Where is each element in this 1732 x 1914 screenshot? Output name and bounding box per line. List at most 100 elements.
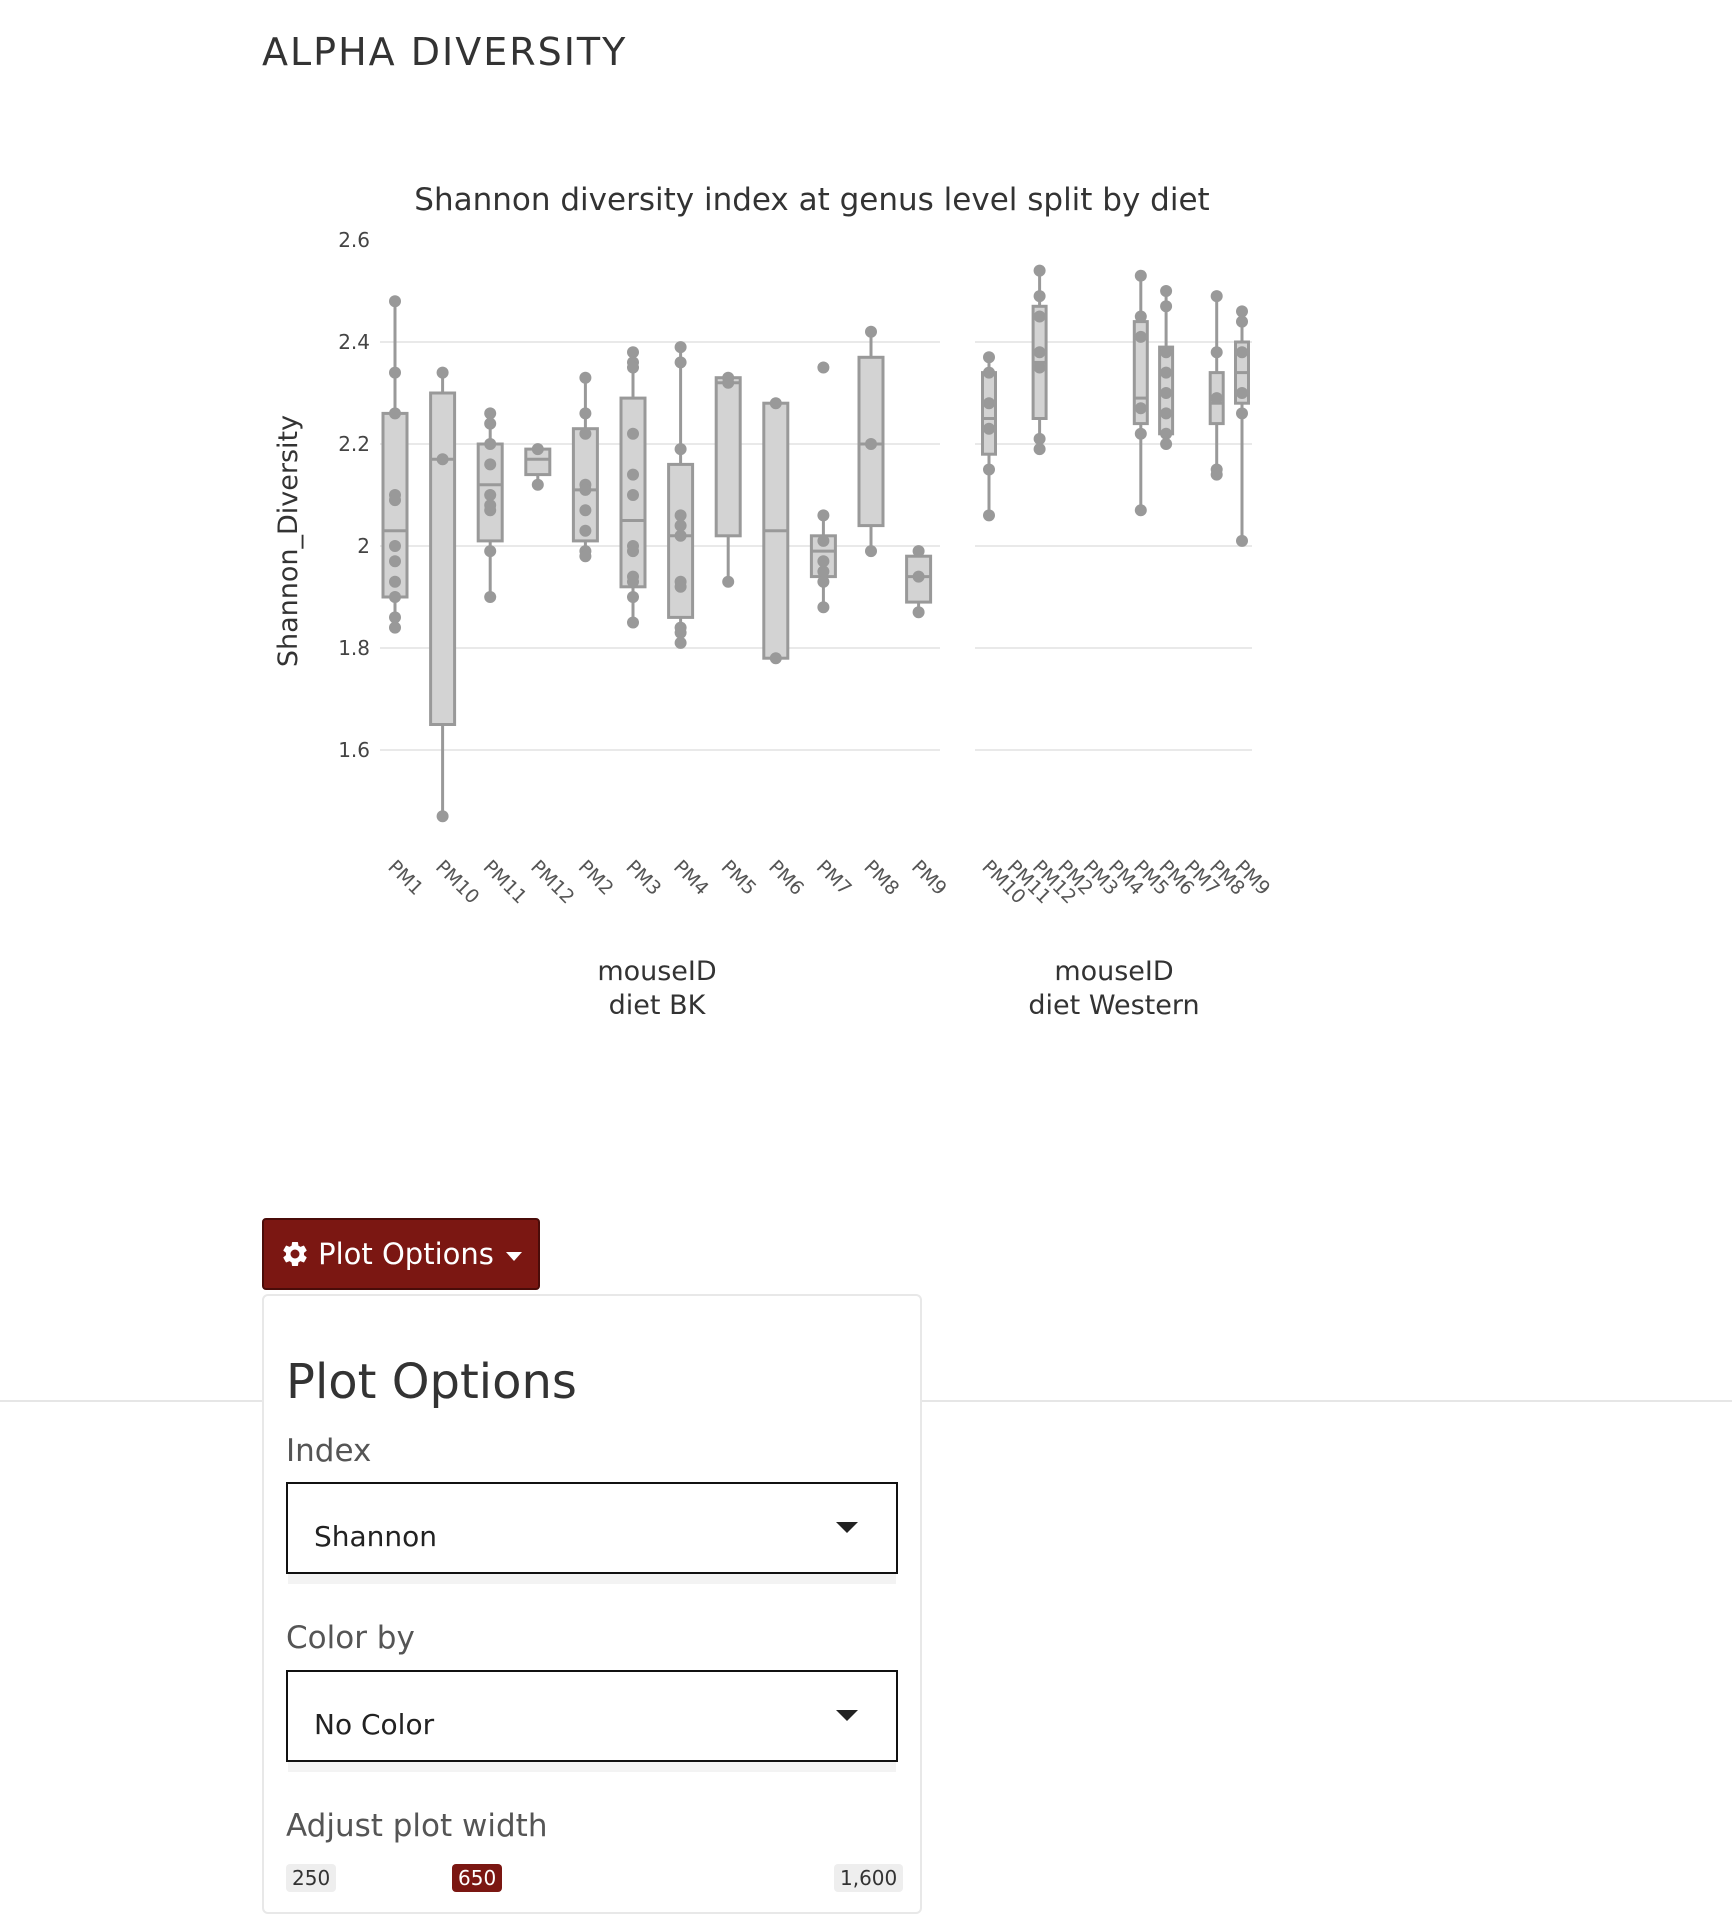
data-point — [389, 407, 401, 420]
x-tick-label: PM10 — [431, 856, 483, 908]
data-point — [674, 356, 687, 369]
x-tick-label: PM6 — [764, 856, 808, 900]
data-point — [817, 565, 830, 578]
data-point — [1236, 387, 1248, 399]
gear-icon — [283, 1242, 307, 1266]
data-point — [817, 509, 830, 522]
data-point — [484, 545, 497, 558]
data-point — [1210, 468, 1223, 481]
data-point — [1160, 285, 1173, 297]
data-point — [865, 438, 877, 450]
x-tick-label: PM11 — [479, 856, 531, 908]
data-point — [579, 504, 592, 517]
box-body — [981, 371, 997, 456]
data-point — [436, 453, 449, 466]
color-by-select-value: No Color — [314, 1708, 435, 1741]
data-point — [1210, 290, 1223, 303]
data-point — [389, 494, 401, 507]
facet-label: diet BK — [609, 990, 707, 1021]
x-axis-title: mouseID — [597, 956, 716, 987]
dropdown-arrow-icon — [836, 1522, 858, 1533]
slider-max-label: 1,600 — [834, 1864, 904, 1892]
x-axis-title: mouseID — [1054, 956, 1173, 987]
y-tick-label: 1.8 — [338, 636, 370, 660]
data-point — [817, 361, 830, 374]
data-point — [484, 458, 497, 471]
data-point — [579, 427, 592, 440]
data-point — [674, 636, 687, 649]
data-point — [627, 575, 639, 588]
data-point — [1236, 534, 1248, 547]
data-point — [817, 534, 830, 547]
data-point — [389, 591, 401, 603]
x-tick-label: PM3 — [621, 856, 665, 900]
plot-options-button[interactable]: Plot Options — [262, 1218, 540, 1290]
data-point — [817, 575, 830, 588]
data-point — [912, 545, 925, 558]
data-point — [674, 529, 687, 542]
data-point — [531, 478, 544, 491]
slider-min-label: 250 — [286, 1864, 337, 1892]
data-point — [1160, 346, 1173, 359]
x-tick-label: PM9 — [907, 856, 951, 900]
x-tick-label: PM8 — [859, 856, 903, 900]
y-axis-title: Shannon_Diversity — [273, 415, 304, 667]
data-point — [484, 407, 497, 420]
x-tick-label: PM4 — [669, 856, 713, 900]
y-tick-label: 2 — [357, 534, 370, 558]
slider-value-label[interactable]: 650 — [452, 1864, 503, 1892]
data-point — [1134, 310, 1147, 323]
data-point — [579, 371, 592, 384]
data-point — [579, 524, 592, 537]
data-point — [1033, 432, 1046, 445]
data-point — [1236, 407, 1248, 420]
panel-heading: Plot Options — [286, 1354, 577, 1410]
data-point — [674, 509, 687, 522]
data-point — [912, 570, 925, 583]
data-point — [389, 555, 401, 568]
y-tick-label: 2.6 — [338, 228, 370, 252]
data-point — [389, 540, 401, 552]
data-point — [484, 417, 497, 430]
data-point — [1134, 402, 1147, 415]
data-point — [627, 346, 639, 359]
data-point — [1236, 305, 1248, 318]
x-tick-label: PM5 — [717, 856, 761, 900]
data-point — [627, 427, 639, 440]
x-tick-label: PM12 — [526, 856, 578, 908]
data-point — [389, 611, 401, 624]
data-point — [1160, 300, 1173, 313]
caret-down-icon — [505, 1251, 522, 1261]
x-tick-label: PM1 — [383, 856, 427, 900]
data-point — [722, 376, 735, 389]
data-point — [1160, 438, 1173, 450]
data-point — [1033, 310, 1046, 323]
color-by-select[interactable]: No Color — [286, 1670, 898, 1772]
data-point — [1134, 330, 1147, 343]
box-body — [429, 391, 457, 726]
data-point — [1210, 346, 1223, 359]
data-point — [1160, 387, 1173, 399]
data-point — [1160, 427, 1173, 440]
index-select[interactable]: Shannon — [286, 1482, 898, 1584]
plot-options-panel: Plot Options Index Shannon Color by No C… — [262, 1294, 922, 1914]
data-point — [1134, 269, 1147, 282]
data-point — [1033, 443, 1046, 456]
plot-width-label: Adjust plot width — [286, 1808, 548, 1844]
data-point — [1236, 346, 1248, 359]
data-point — [627, 616, 639, 629]
data-point — [1160, 366, 1173, 379]
data-point — [1160, 407, 1173, 420]
x-tick-label: PM2 — [574, 856, 618, 900]
data-point — [983, 422, 995, 435]
data-point — [983, 463, 995, 476]
data-point — [627, 489, 639, 501]
data-point — [579, 550, 592, 563]
data-point — [1134, 427, 1147, 440]
data-point — [983, 366, 995, 379]
facet-label: diet Western — [1028, 990, 1199, 1021]
data-point — [769, 652, 782, 665]
y-tick-label: 2.2 — [338, 432, 370, 456]
data-point — [865, 545, 877, 558]
chart-title: Shannon diversity index at genus level s… — [414, 182, 1209, 218]
